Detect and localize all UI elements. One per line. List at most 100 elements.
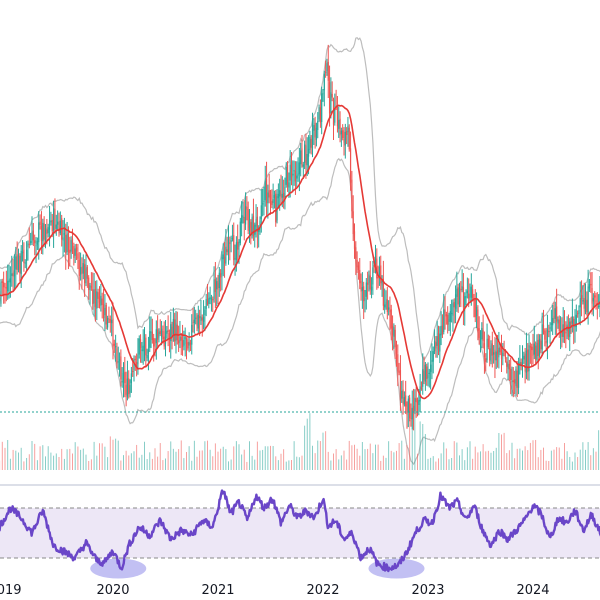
candle [202, 300, 205, 330]
candle [200, 299, 202, 325]
candle-body [158, 332, 160, 338]
candle-body [296, 175, 298, 179]
candle [75, 243, 78, 261]
candle-body [331, 93, 333, 98]
candle [490, 340, 492, 365]
candle [244, 192, 247, 230]
candle-body [214, 279, 216, 292]
candle-body [385, 301, 387, 305]
candle-body [229, 242, 231, 244]
candle-body [174, 319, 176, 342]
candle-body [489, 348, 491, 361]
candle [112, 302, 114, 360]
candle-body [30, 241, 32, 243]
candle-body [422, 369, 424, 387]
candle-body [381, 278, 383, 286]
candle-body [483, 343, 486, 358]
candle [347, 116, 349, 147]
candle [120, 349, 122, 387]
candle [48, 206, 51, 247]
candle [251, 213, 253, 239]
candle [495, 337, 497, 369]
candle-body [268, 190, 270, 198]
candle [300, 142, 302, 177]
candle-body [440, 325, 442, 336]
candle-body [273, 195, 276, 199]
volume-bars [0, 402, 600, 470]
candle [431, 343, 433, 380]
candle [444, 296, 446, 330]
candle-body [213, 279, 215, 299]
candle [590, 272, 592, 293]
candle [409, 394, 411, 422]
candle-body [66, 233, 68, 253]
candle-body [420, 387, 423, 389]
candle-body [414, 397, 416, 412]
candle [36, 237, 38, 251]
candle-body [466, 290, 468, 294]
candle-body [142, 345, 144, 352]
x-tick-label: 2019 [0, 583, 22, 598]
candle [121, 367, 123, 388]
candle [481, 322, 483, 349]
candle-body [548, 330, 550, 333]
candle [554, 301, 556, 335]
candle-body [73, 246, 75, 258]
candle-body [48, 220, 51, 230]
candle-body [552, 317, 554, 326]
candle [548, 324, 550, 338]
candle-body [105, 305, 107, 325]
candle-body [473, 299, 475, 301]
candle [157, 315, 159, 348]
candle [549, 322, 551, 344]
candle [149, 316, 151, 352]
candle [3, 271, 5, 304]
candle-body [54, 209, 56, 231]
candle-body [269, 194, 272, 200]
candle [180, 333, 182, 356]
candle [209, 286, 211, 305]
candle-body [248, 220, 251, 228]
candle [525, 332, 528, 380]
candle-body [67, 233, 70, 252]
candle-body [113, 343, 115, 346]
candle-body [342, 130, 344, 139]
candle [5, 270, 7, 302]
candle-body [424, 364, 426, 382]
candle [296, 161, 298, 188]
ma-line [0, 104, 600, 400]
candle-body [149, 331, 151, 348]
candle-body [472, 289, 474, 298]
candle [451, 299, 453, 323]
candle-body [196, 315, 198, 326]
candle-body [34, 240, 36, 244]
candle [67, 226, 70, 270]
candle-body [120, 356, 122, 380]
candle [528, 334, 530, 381]
candle [311, 112, 314, 158]
candle [339, 111, 341, 143]
candle-body [260, 205, 262, 220]
candle [55, 214, 57, 236]
candle-body [523, 355, 525, 360]
candle [390, 304, 392, 341]
candle-body [506, 361, 508, 367]
candle [412, 388, 415, 431]
candle-body [456, 288, 458, 297]
candle-body [527, 349, 529, 372]
candle [285, 162, 287, 188]
candle [243, 200, 245, 241]
candle-body [63, 233, 65, 235]
candle [12, 258, 14, 292]
candle [248, 209, 251, 243]
candle [393, 323, 395, 349]
candle-body [388, 307, 390, 310]
candle [86, 265, 88, 288]
candle [201, 314, 203, 337]
candle-body [573, 318, 575, 327]
candle [584, 283, 587, 315]
candle [96, 280, 98, 321]
candle [397, 344, 399, 387]
candle [129, 379, 131, 398]
candle-body [557, 319, 559, 324]
